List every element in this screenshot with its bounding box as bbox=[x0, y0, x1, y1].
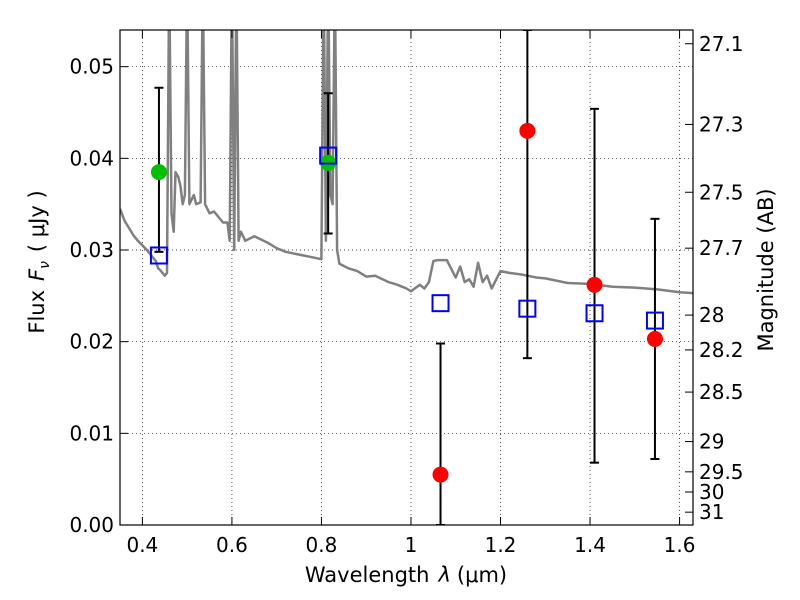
y2-tick-label: 27.7 bbox=[699, 236, 744, 260]
y-tick-label: 0.03 bbox=[69, 238, 114, 262]
y-axis-label-symbol: F bbox=[25, 268, 49, 281]
y2-tick-label: 30 bbox=[699, 480, 724, 504]
x-tick-labels: 0.4 0.6 0.8 1 1.2 1.4 1.6 bbox=[126, 533, 695, 557]
blue-square-marker bbox=[518, 299, 537, 318]
y2-tick-label: 29.5 bbox=[699, 460, 744, 484]
x-axis-label: Wavelength λ (μm) bbox=[305, 563, 507, 587]
x-tick-label: 1.6 bbox=[664, 533, 696, 557]
blue-square-marker bbox=[585, 304, 604, 323]
y-tick-label: 0.01 bbox=[69, 421, 114, 445]
blue-square-marker bbox=[645, 311, 664, 330]
y-tick-label: 0.05 bbox=[69, 55, 114, 79]
x-tick-label: 1.2 bbox=[485, 533, 517, 557]
red-data-point bbox=[646, 330, 663, 347]
x-tick-label: 0.4 bbox=[126, 533, 158, 557]
x-tick-label: 0.6 bbox=[216, 533, 248, 557]
y-axis-label: Flux Fν ( μJy ) bbox=[25, 190, 53, 333]
x-tick-label: 1.4 bbox=[574, 533, 606, 557]
y-axis-label-subscript: ν bbox=[37, 261, 53, 269]
y2-tick-label: 27.3 bbox=[699, 112, 744, 136]
x-tick-label: 1 bbox=[405, 533, 418, 557]
y2-tick-label: 27.1 bbox=[699, 32, 744, 56]
axis-ticks bbox=[120, 30, 693, 526]
y-tick-label: 0.04 bbox=[69, 146, 114, 170]
x-axis-label-unit: (μm) bbox=[457, 563, 507, 587]
red-data-point bbox=[586, 276, 603, 293]
plot-background bbox=[120, 30, 693, 525]
y2-tick-label: 28.2 bbox=[699, 338, 744, 362]
plot-frame bbox=[119, 29, 694, 526]
y-axis-label-text: Flux bbox=[25, 290, 49, 334]
y2-tick-label: 29 bbox=[699, 430, 724, 454]
x-tick-label: 0.8 bbox=[306, 533, 338, 557]
marker-layer bbox=[149, 122, 664, 483]
x-axis-label-symbol: λ bbox=[437, 563, 450, 587]
blue-square-marker bbox=[319, 146, 338, 165]
blue-square-marker bbox=[149, 246, 168, 265]
y2-tick-label: 28 bbox=[699, 303, 724, 327]
y2-tick-label: 31 bbox=[699, 500, 724, 524]
y-axis-label-unit: ( μJy ) bbox=[25, 190, 49, 252]
blue-square-marker bbox=[431, 294, 450, 313]
y2-tick-label: 27.5 bbox=[699, 180, 744, 204]
red-data-point bbox=[519, 122, 536, 139]
grid-lines bbox=[120, 30, 693, 525]
y2-axis-label: Magnitude (AB) bbox=[754, 188, 778, 351]
green-data-point bbox=[150, 164, 167, 181]
model-spectrum-line bbox=[120, 30, 693, 295]
red-data-point bbox=[432, 466, 449, 483]
y-tick-label: 0.02 bbox=[69, 330, 114, 354]
y2-tick-label: 28.5 bbox=[699, 380, 744, 404]
y-tick-label: 0.00 bbox=[69, 513, 114, 537]
y-tick-labels: 0.00 0.01 0.02 0.03 0.04 0.05 bbox=[69, 55, 114, 537]
x-axis-label-text: Wavelength bbox=[305, 563, 430, 587]
model-spectrum-layer bbox=[120, 30, 693, 295]
